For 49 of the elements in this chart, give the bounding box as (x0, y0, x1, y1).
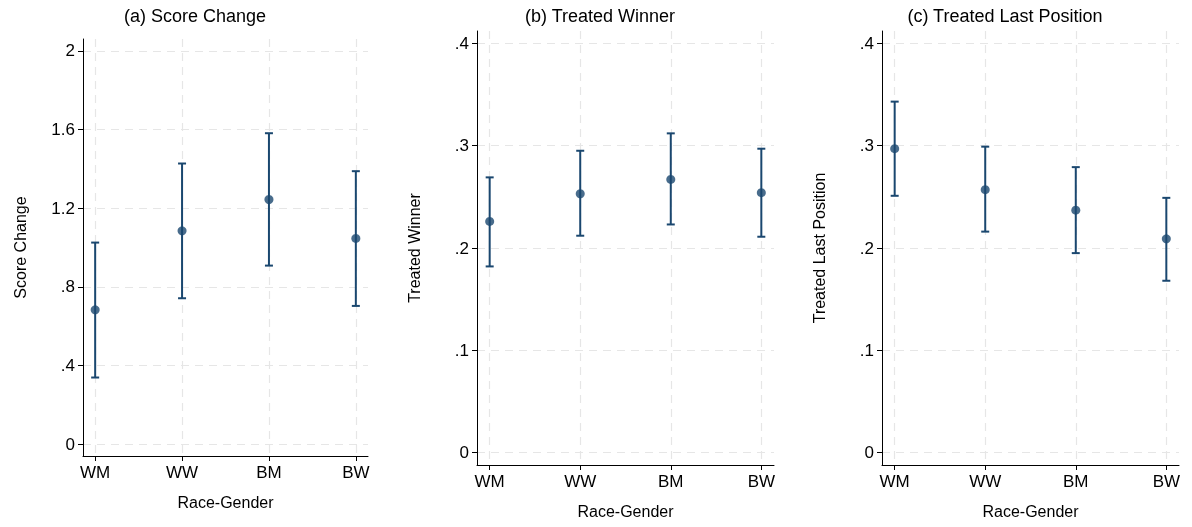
x-tick-label: WM (879, 472, 910, 491)
point (485, 216, 495, 226)
x-tick-label: WM (80, 463, 111, 482)
point (1071, 205, 1081, 215)
point (264, 195, 274, 204)
y-tick-label: .2 (454, 238, 469, 258)
x-axis-title: Race-Gender (577, 502, 675, 520)
y-tick-label: 1.6 (51, 119, 75, 139)
point (90, 305, 100, 315)
y-tick-label: 0 (459, 443, 469, 463)
x-tick-label: WW (166, 463, 199, 482)
chart-title: (b) Treated Winner (524, 6, 676, 26)
point (575, 189, 585, 199)
y-tick-label: 1.2 (51, 198, 75, 218)
x-tick-label: WW (564, 472, 597, 491)
x-tick-label: WW (969, 472, 1002, 491)
x-tick-label: WM (474, 472, 505, 491)
x-tick-label: BW (1152, 472, 1181, 491)
y-tick-label: .2 (859, 238, 874, 258)
y-tick-label: 0 (864, 443, 874, 463)
x-tick-label: BM (1063, 472, 1089, 491)
point (980, 185, 990, 195)
chart-title: (c) Treated Last Position (907, 6, 1103, 26)
point (351, 233, 361, 243)
chart-title: (a) Score Change (123, 6, 267, 26)
point (666, 174, 676, 184)
y-axis-title: Score Change (11, 196, 29, 299)
y-tick-label: .1 (454, 340, 469, 360)
y-tick-label: .4 (60, 356, 75, 376)
x-tick-label: BM (256, 463, 282, 482)
x-tick-label: BW (747, 472, 776, 491)
x-tick-label: BW (342, 463, 370, 482)
y-tick-label: .3 (454, 136, 469, 156)
point (756, 188, 766, 198)
x-tick-label: BM (658, 472, 684, 491)
y-tick-label: .8 (60, 277, 75, 297)
point (1161, 234, 1171, 244)
point (177, 226, 187, 236)
y-tick-label: .1 (859, 340, 874, 360)
x-axis-title: Race-Gender (177, 493, 275, 511)
y-axis-title: Treated Winner (405, 192, 423, 303)
x-axis-title: Race-Gender (982, 502, 1080, 520)
y-tick-label: .4 (454, 33, 469, 53)
y-tick-label: .3 (859, 136, 874, 156)
y-tick-label: 2 (65, 41, 75, 61)
y-tick-label: 0 (65, 434, 75, 454)
y-axis-title: Treated Last Position (810, 172, 828, 324)
point (890, 144, 900, 154)
y-tick-label: .4 (859, 33, 874, 53)
